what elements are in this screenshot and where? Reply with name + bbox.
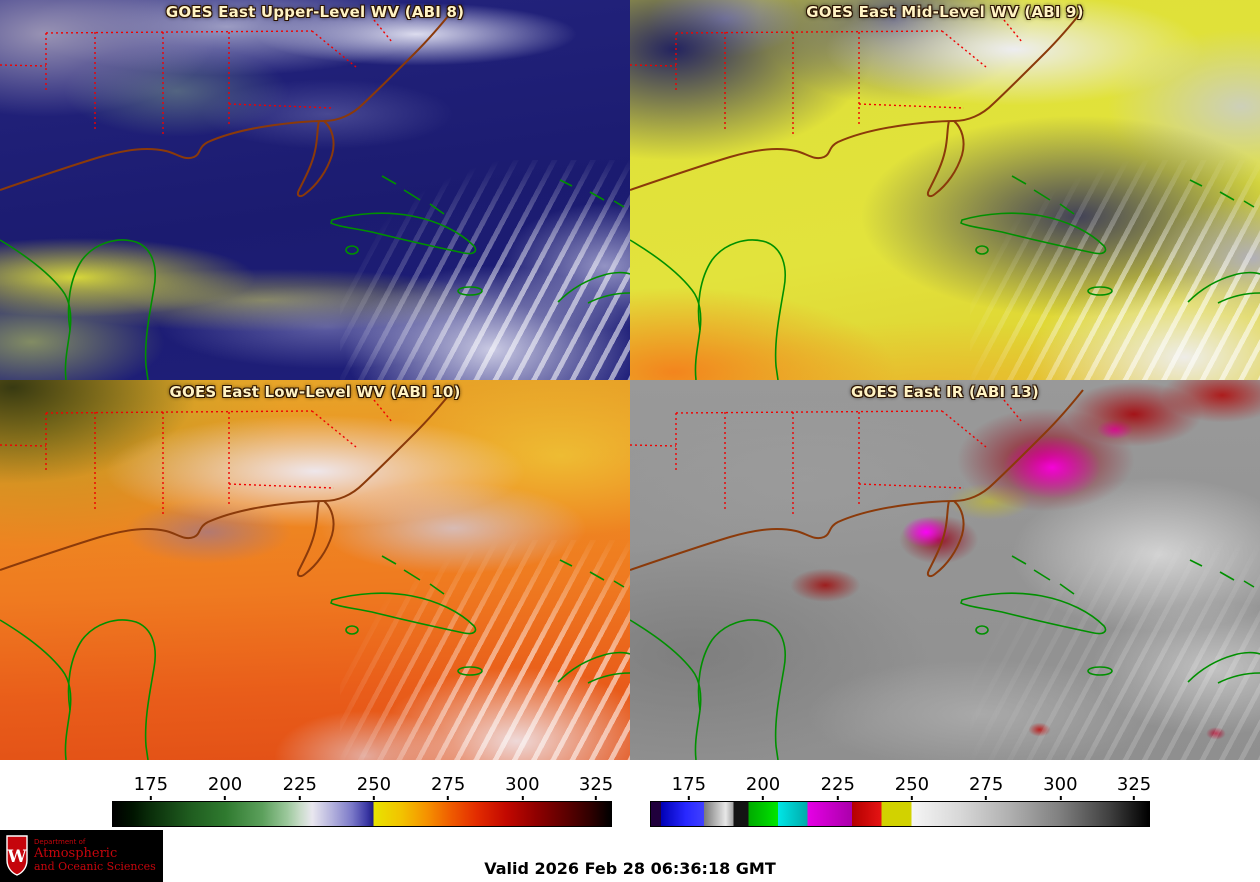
uw-crest-monogram: W (6, 847, 27, 867)
map-boundaries-overlay (0, 9, 630, 380)
panel-low-level-wv[interactable]: GOES East Low-Level WV (ABI 10) (0, 380, 630, 760)
aos-logo-text: Department of Atmospheric and Oceanic Sc… (34, 838, 156, 873)
logo-line1: Atmospheric (34, 845, 118, 861)
colorbar-wv-tick: 175 (133, 774, 169, 795)
colorbar-ir-tick: 300 (1043, 774, 1078, 795)
colorbar-row: 175 200 225 250 275 300 325 175 200 225 … (0, 760, 1260, 830)
panel-mid-level-wv[interactable]: GOES East Mid-Level WV (ABI 9) (630, 0, 1260, 380)
colorbar-wv-tick: 225 (282, 774, 317, 795)
panel-title-upper-level-wv: GOES East Upper-Level WV (ABI 8) (165, 3, 465, 21)
colorbar-ir-tick: 325 (1116, 774, 1152, 795)
colorbar-ir-tick: 200 (745, 774, 781, 795)
colorbar-wv-tick: 250 (356, 774, 392, 795)
uw-crest-icon: W (6, 835, 28, 876)
aos-logo[interactable]: W Department of Atmospheric and Oceanic … (0, 830, 163, 882)
colorbar-ir-tick: 250 (894, 774, 930, 795)
colorbar-wv-tick: 200 (207, 774, 243, 795)
map-boundaries-overlay (630, 9, 1260, 380)
panel-title-mid-level-wv: GOES East Mid-Level WV (ABI 9) (806, 3, 1084, 21)
panel-title-ir: GOES East IR (ABI 13) (850, 383, 1039, 401)
colorbar-wv: 175 200 225 250 275 300 325 (112, 774, 613, 827)
map-boundaries-overlay (0, 389, 630, 760)
panel-upper-level-wv[interactable]: GOES East Upper-Level WV (ABI 8) (0, 0, 630, 380)
colorbar-ir-tick: 275 (968, 774, 1004, 795)
satellite-quad-grid: GOES East Upper-Level WV (ABI 8) GOES Ea… (0, 0, 1260, 760)
map-boundaries-overlay (630, 389, 1260, 760)
footer: W Department of Atmospheric and Oceanic … (0, 830, 1260, 882)
colorbar-ir-tick: 225 (820, 774, 855, 795)
colorbar-ir: 175 200 225 250 275 300 325 (650, 774, 1151, 827)
colorbar-wv-tick: 275 (430, 774, 466, 795)
panel-title-low-level-wv: GOES East Low-Level WV (ABI 10) (169, 383, 461, 401)
panel-ir[interactable]: GOES East IR (ABI 13) (630, 380, 1260, 760)
colorbar-wv-tick: 325 (578, 774, 614, 795)
logo-dept-line: Department of (34, 838, 86, 847)
colorbar-wv-tick: 300 (505, 774, 540, 795)
logo-line2: and Oceanic Sciences (34, 859, 156, 873)
colorbar-ir-tick: 175 (671, 774, 707, 795)
valid-time: Valid 2026 Feb 28 06:36:18 GMT (484, 859, 776, 878)
